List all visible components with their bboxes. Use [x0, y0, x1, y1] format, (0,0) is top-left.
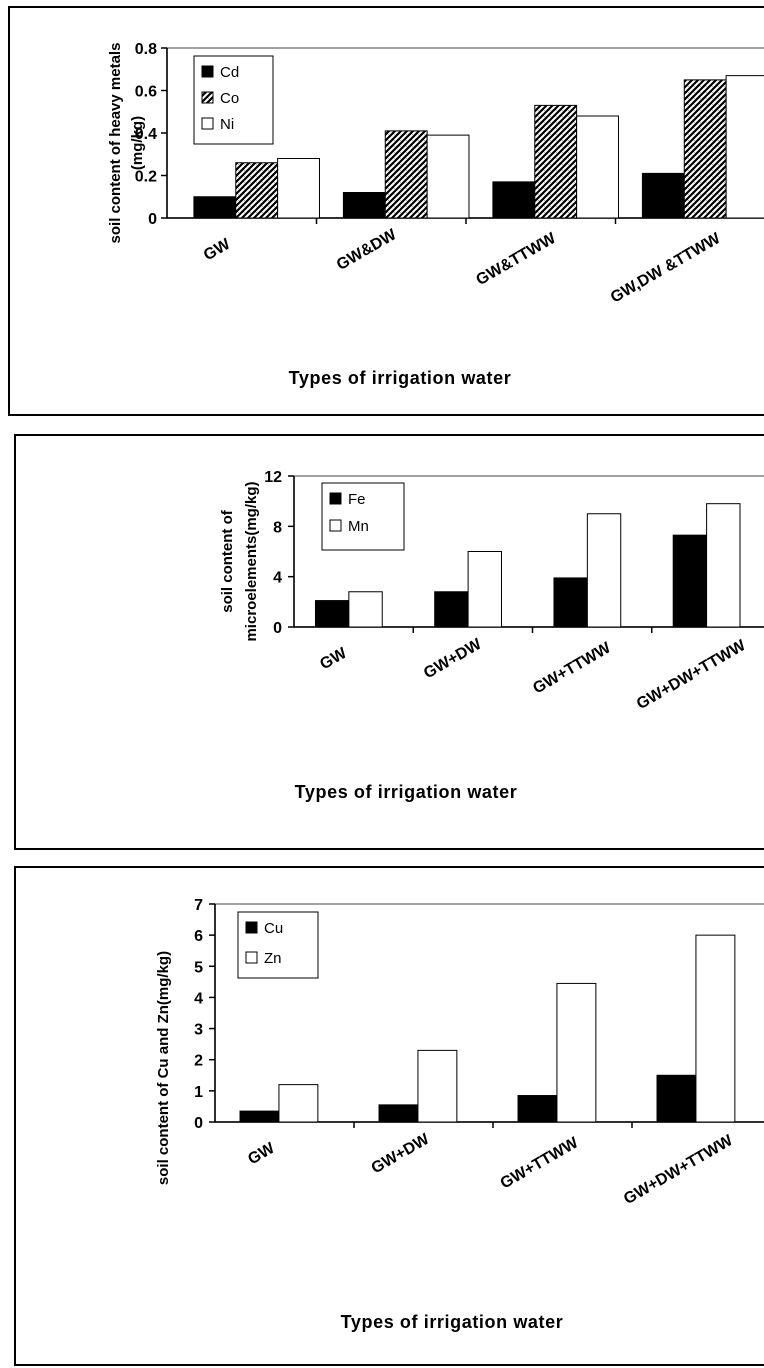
legend-swatch-cd [201, 65, 214, 78]
bar-zn-1 [417, 1049, 458, 1123]
heavy-metals-chart: 0 0.2 0.4 0.6 0.8 GW GW&DW GW&TTWW GW,DW &TTWW Cd… [107, 41, 764, 388]
y-tick-label: 0 [273, 620, 282, 637]
bar-fe-0 [314, 600, 350, 628]
bar-cd-3 [641, 172, 685, 219]
bar-zn-3 [695, 934, 736, 1123]
bar-fe-1 [434, 591, 469, 628]
legend-swatch-cu [245, 921, 258, 934]
y-tick-label: 8 [273, 519, 282, 536]
legend-swatch-ni [201, 117, 214, 130]
y-axis-title: (mg/kg) [129, 116, 146, 170]
bar-co-0 [235, 162, 279, 219]
x-category-label: GW+TTWW [530, 639, 614, 697]
bar-ni-3 [725, 75, 764, 219]
x-axis-title: Types of irrigation water [295, 782, 518, 802]
x-category-label: GW [245, 1139, 278, 1168]
y-tick-label: 12 [264, 469, 282, 486]
bar-co-1 [384, 130, 428, 219]
legend-swatch-zn [245, 951, 258, 964]
y-tick-label: 1 [194, 1084, 203, 1101]
bar-zn-0 [278, 1084, 319, 1123]
x-category-label: GW+DW+TTWW [621, 1132, 736, 1208]
microelements-chart: 0 4 8 12 GW GW+DW GW+TTWW GW+DW+TTWW Fe Mn soil co… [219, 469, 764, 802]
y-tick-label: 4 [273, 570, 282, 587]
bar-mn-1 [467, 551, 502, 628]
bar-ni-0 [277, 158, 320, 219]
bar-cd-1 [342, 192, 386, 219]
bar-mn-0 [348, 591, 383, 628]
bar-cu-2 [517, 1095, 558, 1123]
bar-zn-2 [556, 982, 597, 1123]
y-tick-label: 2 [194, 1053, 203, 1070]
y-tick-label: 0.4 [135, 126, 157, 143]
legend-label-zn: Zn [264, 950, 282, 967]
x-category-label: GW,DW &TTWW [608, 230, 724, 307]
y-tick-label: 0.8 [135, 41, 157, 58]
y-tick-label: 0 [194, 1115, 203, 1132]
x-category-label: GW&DW [334, 226, 400, 274]
bar-mn-2 [586, 513, 622, 628]
x-axis-title: Types of irrigation water [341, 1312, 564, 1332]
cu-zn-chart: 0 1 2 3 4 5 6 7 GW GW+DW GW+TTWW GW+DW+TTWW Cu Zn soil… [155, 897, 764, 1332]
bar-co-3 [683, 79, 727, 219]
y-tick-label: 0.2 [135, 169, 157, 186]
bar-cd-0 [193, 196, 237, 219]
bar-ni-1 [426, 134, 470, 219]
legend-label-cu: Cu [264, 920, 283, 937]
legend-swatch-co [201, 91, 214, 104]
y-axis-title: microelements(mg/kg) [243, 481, 260, 641]
legend-swatch-mn [329, 519, 342, 532]
x-category-label: GW+DW [369, 1130, 433, 1177]
bar-ni-2 [576, 115, 619, 219]
legend-swatch-fe [329, 492, 342, 505]
legend-label-mn: Mn [348, 518, 369, 535]
microelements-chart-panel: 0 4 8 12 GW GW+DW GW+TTWW GW+DW+TTWW Fe Mn soil co… [14, 434, 764, 850]
bar-fe-3 [672, 534, 708, 628]
legend-label-fe: Fe [348, 491, 366, 508]
y-tick-label: 0 [148, 211, 157, 228]
x-category-label: GW+DW [421, 635, 485, 682]
heavy-metals-chart-panel: 0 0.2 0.4 0.6 0.8 GW GW&DW GW&TTWW GW,DW &TTWW Cd… [8, 6, 764, 416]
bar-fe-2 [553, 577, 588, 628]
x-category-label: GW+TTWW [498, 1134, 582, 1192]
y-tick-label: 4 [194, 990, 203, 1007]
y-tick-label: 6 [194, 928, 203, 945]
x-category-label: GW&TTWW [473, 229, 559, 289]
x-category-label: GW [317, 644, 350, 673]
bar-cu-1 [378, 1104, 419, 1123]
x-category-label: GW [201, 235, 234, 264]
bar-cu-0 [239, 1110, 280, 1123]
y-tick-label: 3 [194, 1022, 203, 1039]
x-category-label: GW+DW+TTWW [634, 637, 749, 713]
y-tick-label: 0.6 [135, 84, 157, 101]
legend-label-cd: Cd [220, 64, 239, 81]
y-axis-title: soil content of [219, 509, 236, 613]
y-axis-title: soil content of heavy metals [107, 43, 124, 244]
bar-cd-2 [492, 181, 536, 219]
x-axis-title: Types of irrigation water [289, 368, 512, 388]
y-tick-label: 7 [194, 897, 203, 914]
cu-zn-chart-panel: 0 1 2 3 4 5 6 7 GW GW+DW GW+TTWW GW+DW+TTWW Cu Zn soil… [14, 866, 764, 1366]
y-tick-label: 5 [194, 959, 203, 976]
bar-mn-3 [706, 503, 741, 628]
bar-co-2 [534, 104, 578, 219]
y-axis-title: soil content of Cu and Zn(mg/kg) [155, 951, 172, 1185]
bar-cu-3 [656, 1074, 697, 1123]
legend-label-ni: Ni [220, 116, 234, 133]
legend-label-co: Co [220, 90, 239, 107]
